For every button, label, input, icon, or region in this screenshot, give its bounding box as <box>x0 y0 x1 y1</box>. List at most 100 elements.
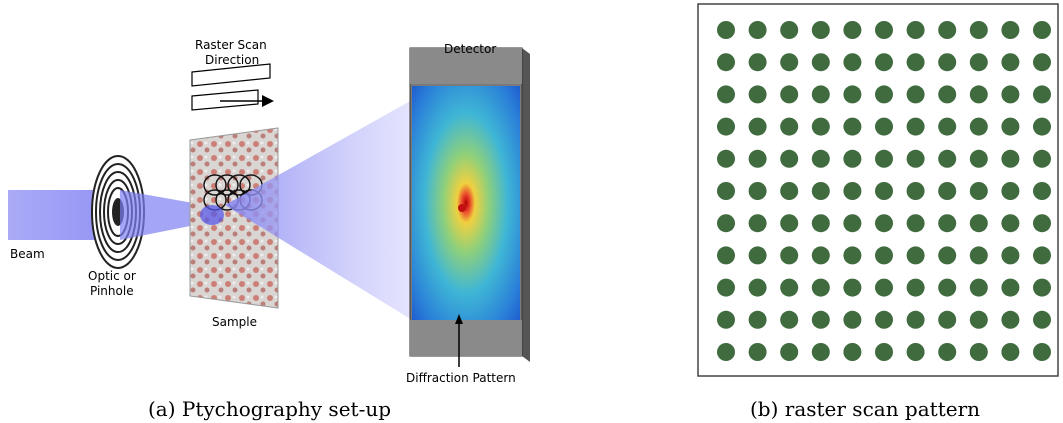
scan-point <box>717 214 735 233</box>
scan-point <box>906 310 925 329</box>
scan-point <box>1033 343 1051 361</box>
caption-a: (a) Ptychography set-up <box>148 397 391 421</box>
caption-b: (b) raster scan pattern <box>750 397 980 421</box>
sample-plate <box>189 127 279 309</box>
scan-point <box>748 246 767 265</box>
scan-point <box>875 53 893 72</box>
scan-point <box>843 117 862 136</box>
scan-point <box>811 117 830 136</box>
scan-point <box>780 214 799 233</box>
scan-point <box>875 117 893 136</box>
focusing-cone <box>120 190 210 240</box>
scan-point <box>843 246 862 265</box>
scan-point <box>906 85 925 104</box>
scan-point <box>1033 310 1051 329</box>
scan-point <box>938 117 957 136</box>
scan-point <box>1001 278 1020 297</box>
scan-point <box>843 182 862 200</box>
scan-point <box>748 182 767 200</box>
scan-point <box>969 310 988 329</box>
scan-point <box>1001 21 1020 39</box>
scan-point <box>906 214 925 233</box>
scan-point <box>1001 149 1020 168</box>
scan-point <box>717 21 735 39</box>
scan-point <box>748 21 767 39</box>
direction-label: Direction <box>205 53 259 67</box>
scan-point <box>938 310 957 329</box>
scan-point <box>875 214 893 233</box>
scan-point <box>843 149 862 168</box>
scan-point <box>906 53 925 72</box>
scan-point <box>717 53 735 72</box>
scan-point <box>780 21 799 39</box>
scan-point <box>1001 343 1020 361</box>
scan-point <box>843 53 862 72</box>
scan-point <box>969 53 988 72</box>
scan-point <box>843 343 862 361</box>
detector-label: Detector <box>444 42 496 56</box>
scan-point <box>717 310 735 329</box>
scan-point <box>969 182 988 200</box>
scan-point <box>969 246 988 265</box>
scan-point <box>938 278 957 297</box>
scan-point <box>811 149 830 168</box>
scan-point <box>906 182 925 200</box>
scan-point <box>938 85 957 104</box>
scan-point <box>938 21 957 39</box>
scan-point <box>906 149 925 168</box>
scan-point <box>843 85 862 104</box>
scan-point <box>969 149 988 168</box>
scan-point <box>969 214 988 233</box>
sample-label: Sample <box>212 315 257 329</box>
raster-scan-label: Raster Scan <box>195 38 267 52</box>
scan-point <box>1033 53 1051 72</box>
scan-point <box>748 149 767 168</box>
scan-point <box>1033 278 1051 297</box>
scan-point <box>1033 149 1051 168</box>
scan-point <box>906 343 925 361</box>
scan-point <box>875 343 893 361</box>
scan-point <box>1033 117 1051 136</box>
diffracted-cone <box>225 100 412 320</box>
scan-point <box>1001 182 1020 200</box>
scan-point <box>938 246 957 265</box>
scan-point <box>811 310 830 329</box>
diffraction-pointer-head <box>455 314 463 324</box>
scan-point <box>780 53 799 72</box>
scan-point <box>875 182 893 200</box>
scan-point <box>748 85 767 104</box>
scan-point <box>780 149 799 168</box>
scan-point <box>843 21 862 39</box>
scan-point <box>969 117 988 136</box>
scan-point <box>717 343 735 361</box>
scan-point <box>875 310 893 329</box>
scan-point <box>843 214 862 233</box>
scan-point <box>811 53 830 72</box>
scan-point <box>938 149 957 168</box>
scan-point <box>969 21 988 39</box>
optic-label-line2: Pinhole <box>90 284 134 298</box>
scan-point <box>969 85 988 104</box>
scan-point <box>717 149 735 168</box>
scan-point <box>748 214 767 233</box>
scan-point <box>906 21 925 39</box>
beam-label: Beam <box>10 247 45 261</box>
scan-point <box>906 246 925 265</box>
scan-point <box>780 246 799 265</box>
scan-point <box>717 182 735 200</box>
scan-point <box>1001 214 1020 233</box>
scan-point <box>906 278 925 297</box>
scan-point <box>875 246 893 265</box>
scan-point <box>906 117 925 136</box>
optic-label-line1: Optic or <box>88 269 136 283</box>
scan-point <box>1001 246 1020 265</box>
scan-point <box>811 278 830 297</box>
scan-point <box>811 214 830 233</box>
scan-point <box>811 246 830 265</box>
scan-point <box>938 182 957 200</box>
scan-point <box>1001 53 1020 72</box>
scan-point <box>811 182 830 200</box>
beam-spot <box>200 205 224 225</box>
scan-point <box>875 21 893 39</box>
